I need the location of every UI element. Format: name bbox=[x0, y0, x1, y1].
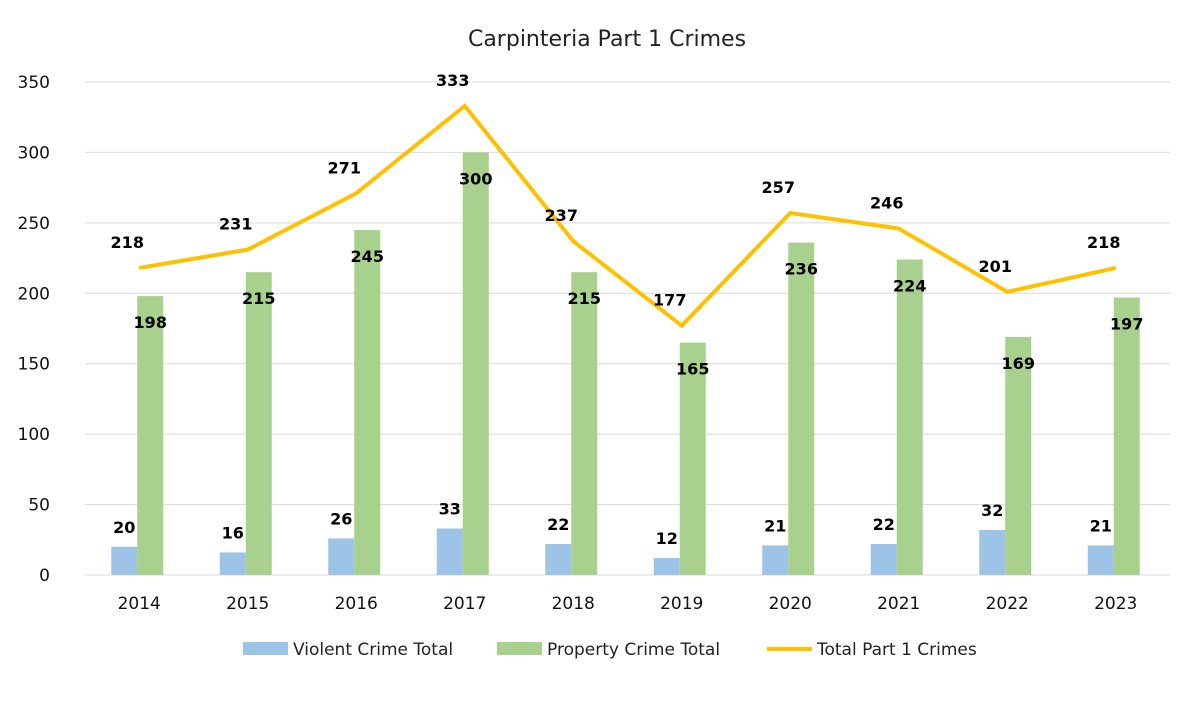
legend-swatch bbox=[243, 642, 288, 655]
violent-crime-label: 26 bbox=[330, 509, 352, 528]
property-crime-bar bbox=[679, 342, 706, 575]
property-crime-bar bbox=[896, 259, 923, 575]
property-crime-bar bbox=[788, 242, 815, 575]
total-crimes-label: 271 bbox=[328, 158, 361, 177]
total-line bbox=[138, 103, 1117, 329]
x-tick-label: 2023 bbox=[1094, 594, 1137, 614]
property-crime-label: 197 bbox=[1110, 315, 1143, 334]
violent-crime-label: 32 bbox=[981, 501, 1003, 520]
total-crimes-label: 201 bbox=[979, 257, 1012, 276]
property-crime-bar bbox=[462, 152, 489, 575]
y-tick-label: 350 bbox=[18, 73, 50, 93]
violent-crime-bar bbox=[1087, 545, 1114, 575]
property-crime-bar bbox=[571, 272, 598, 575]
violent-crime-bar bbox=[762, 545, 789, 575]
property-crime-label: 165 bbox=[676, 360, 709, 379]
violent-crime-bar bbox=[870, 544, 897, 575]
y-tick-label: 200 bbox=[18, 284, 50, 304]
violent-crime-label: 22 bbox=[873, 515, 895, 534]
violent-crime-label: 22 bbox=[547, 515, 569, 534]
y-tick-label: 300 bbox=[18, 143, 50, 163]
x-tick-label: 2017 bbox=[443, 594, 486, 614]
x-tick-label: 2018 bbox=[552, 594, 595, 614]
total-crimes-label: 257 bbox=[762, 178, 795, 197]
chart-title: Carpinteria Part 1 Crimes bbox=[468, 27, 746, 52]
legend-label: Property Crime Total bbox=[547, 640, 720, 660]
violent-crime-label: 12 bbox=[656, 529, 678, 548]
y-tick-label: 100 bbox=[18, 425, 50, 445]
violent-crime-label: 21 bbox=[764, 516, 786, 535]
property-crime-label: 215 bbox=[242, 289, 275, 308]
total-crimes-label: 333 bbox=[436, 71, 469, 90]
property-crime-label: 198 bbox=[134, 313, 167, 332]
property-crime-label: 300 bbox=[459, 169, 492, 188]
y-tick-label: 0 bbox=[39, 566, 50, 586]
property-crime-label: 215 bbox=[568, 289, 601, 308]
total-crimes-label: 231 bbox=[219, 215, 252, 234]
y-tick-label: 250 bbox=[18, 214, 50, 234]
violent-crime-bar bbox=[219, 552, 246, 575]
property-crime-label: 169 bbox=[1002, 354, 1035, 373]
data-labels: 20 198 218 16 215 231 26 245 271 33 300 333 22 215 237… bbox=[111, 71, 1144, 548]
x-tick-label: 2014 bbox=[118, 594, 161, 614]
violent-crime-bar bbox=[979, 529, 1006, 575]
total-crimes-line bbox=[138, 103, 1117, 329]
y-axis: 0 50 100 150 200 250 300 350 bbox=[18, 73, 50, 586]
violent-crime-label: 16 bbox=[222, 523, 244, 542]
violent-crime-bar bbox=[436, 528, 463, 575]
property-crime-bar bbox=[1113, 297, 1140, 575]
violent-crime-bar bbox=[111, 546, 138, 575]
legend: Violent Crime Total Property Crime Total T… bbox=[243, 640, 977, 660]
violent-crime-label: 20 bbox=[113, 518, 135, 537]
x-tick-label: 2015 bbox=[226, 594, 269, 614]
y-tick-label: 150 bbox=[18, 355, 50, 375]
legend-item: Violent Crime Total bbox=[243, 640, 453, 660]
total-crimes-label: 246 bbox=[870, 193, 903, 212]
total-crimes-label: 177 bbox=[653, 291, 686, 310]
property-crime-label: 236 bbox=[785, 260, 818, 279]
x-tick-label: 2016 bbox=[335, 594, 378, 614]
property-crime-label: 245 bbox=[351, 247, 384, 266]
violent-crime-bar bbox=[545, 544, 572, 575]
x-tick-label: 2019 bbox=[660, 594, 703, 614]
property-crime-bar bbox=[245, 272, 272, 575]
x-axis: 2014 2015 2016 2017 2018 2019 2020 2021 2022 2023 bbox=[118, 594, 1138, 614]
legend-item: Property Crime Total bbox=[497, 640, 720, 660]
legend-swatch bbox=[497, 642, 542, 655]
violent-crime-bar bbox=[653, 558, 680, 575]
total-crimes-label: 218 bbox=[1087, 233, 1120, 252]
x-tick-label: 2020 bbox=[769, 594, 812, 614]
property-crime-bar bbox=[354, 229, 381, 575]
violent-crime-label: 33 bbox=[439, 500, 461, 519]
violent-crime-bar bbox=[328, 538, 355, 575]
legend-label: Violent Crime Total bbox=[293, 640, 453, 660]
total-crimes-label: 237 bbox=[545, 206, 578, 225]
legend-item: Total Part 1 Crimes bbox=[767, 640, 977, 660]
x-tick-label: 2021 bbox=[877, 594, 920, 614]
violent-crime-label: 21 bbox=[1090, 516, 1112, 535]
property-crime-label: 224 bbox=[893, 276, 926, 295]
legend-label: Total Part 1 Crimes bbox=[816, 640, 977, 660]
property-crime-bar bbox=[137, 296, 164, 575]
x-tick-label: 2022 bbox=[986, 594, 1029, 614]
bars bbox=[111, 152, 1140, 575]
property-crime-bar bbox=[1005, 336, 1032, 575]
y-tick-label: 50 bbox=[28, 496, 50, 516]
total-crimes-label: 218 bbox=[111, 233, 144, 252]
